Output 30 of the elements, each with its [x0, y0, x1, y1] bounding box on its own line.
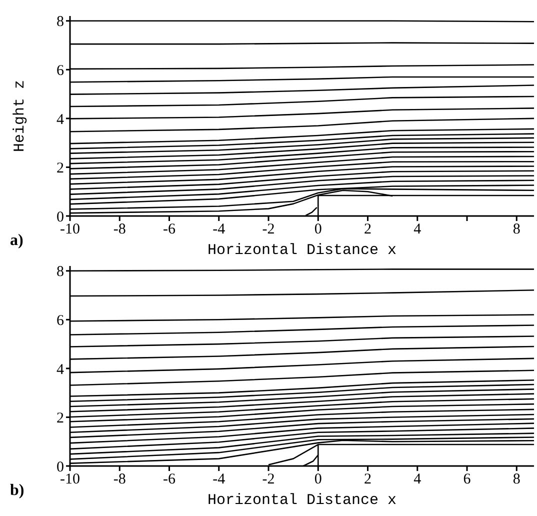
- x-tick-label: 8: [512, 222, 520, 238]
- y-tick-label: 6: [56, 312, 64, 329]
- x-axis-title: Horizontal Distance x: [207, 492, 397, 509]
- text: a): [10, 232, 24, 250]
- y-axis-title: Height z: [11, 80, 28, 152]
- x-tick-label: 6: [463, 472, 472, 488]
- x-tick-label: -4: [212, 472, 226, 488]
- y-tick-label: 4: [56, 362, 64, 378]
- x-tick-label: 4: [414, 472, 422, 488]
- x-tick-label: -6: [163, 472, 176, 488]
- x-tick-label: 2: [364, 472, 372, 488]
- x-tick-label: -6: [163, 222, 176, 238]
- x-tick-label: 2: [364, 222, 372, 238]
- y-tick-label: 2: [56, 410, 64, 427]
- y-tick-label: 4: [56, 112, 64, 128]
- text: b): [10, 482, 24, 500]
- x-tick-label: -8: [113, 222, 126, 238]
- x-tick-label: -2: [262, 472, 275, 488]
- x-tick-label: 0: [314, 472, 322, 488]
- y-tick-label: 8: [56, 264, 64, 280]
- x-axis-title: Horizontal Distance x: [207, 242, 397, 259]
- y-tick-label: 2: [56, 160, 64, 177]
- x-tick-label: -4: [212, 222, 226, 238]
- x-tick-label: 0: [314, 222, 322, 238]
- x-tick-label: 4: [414, 222, 422, 238]
- x-tick-label: 8: [512, 472, 520, 488]
- y-tick-label: 6: [56, 62, 64, 79]
- x-tick-label: -2: [262, 222, 275, 238]
- y-tick-label: 8: [56, 14, 64, 30]
- x-tick-label: -8: [113, 472, 126, 488]
